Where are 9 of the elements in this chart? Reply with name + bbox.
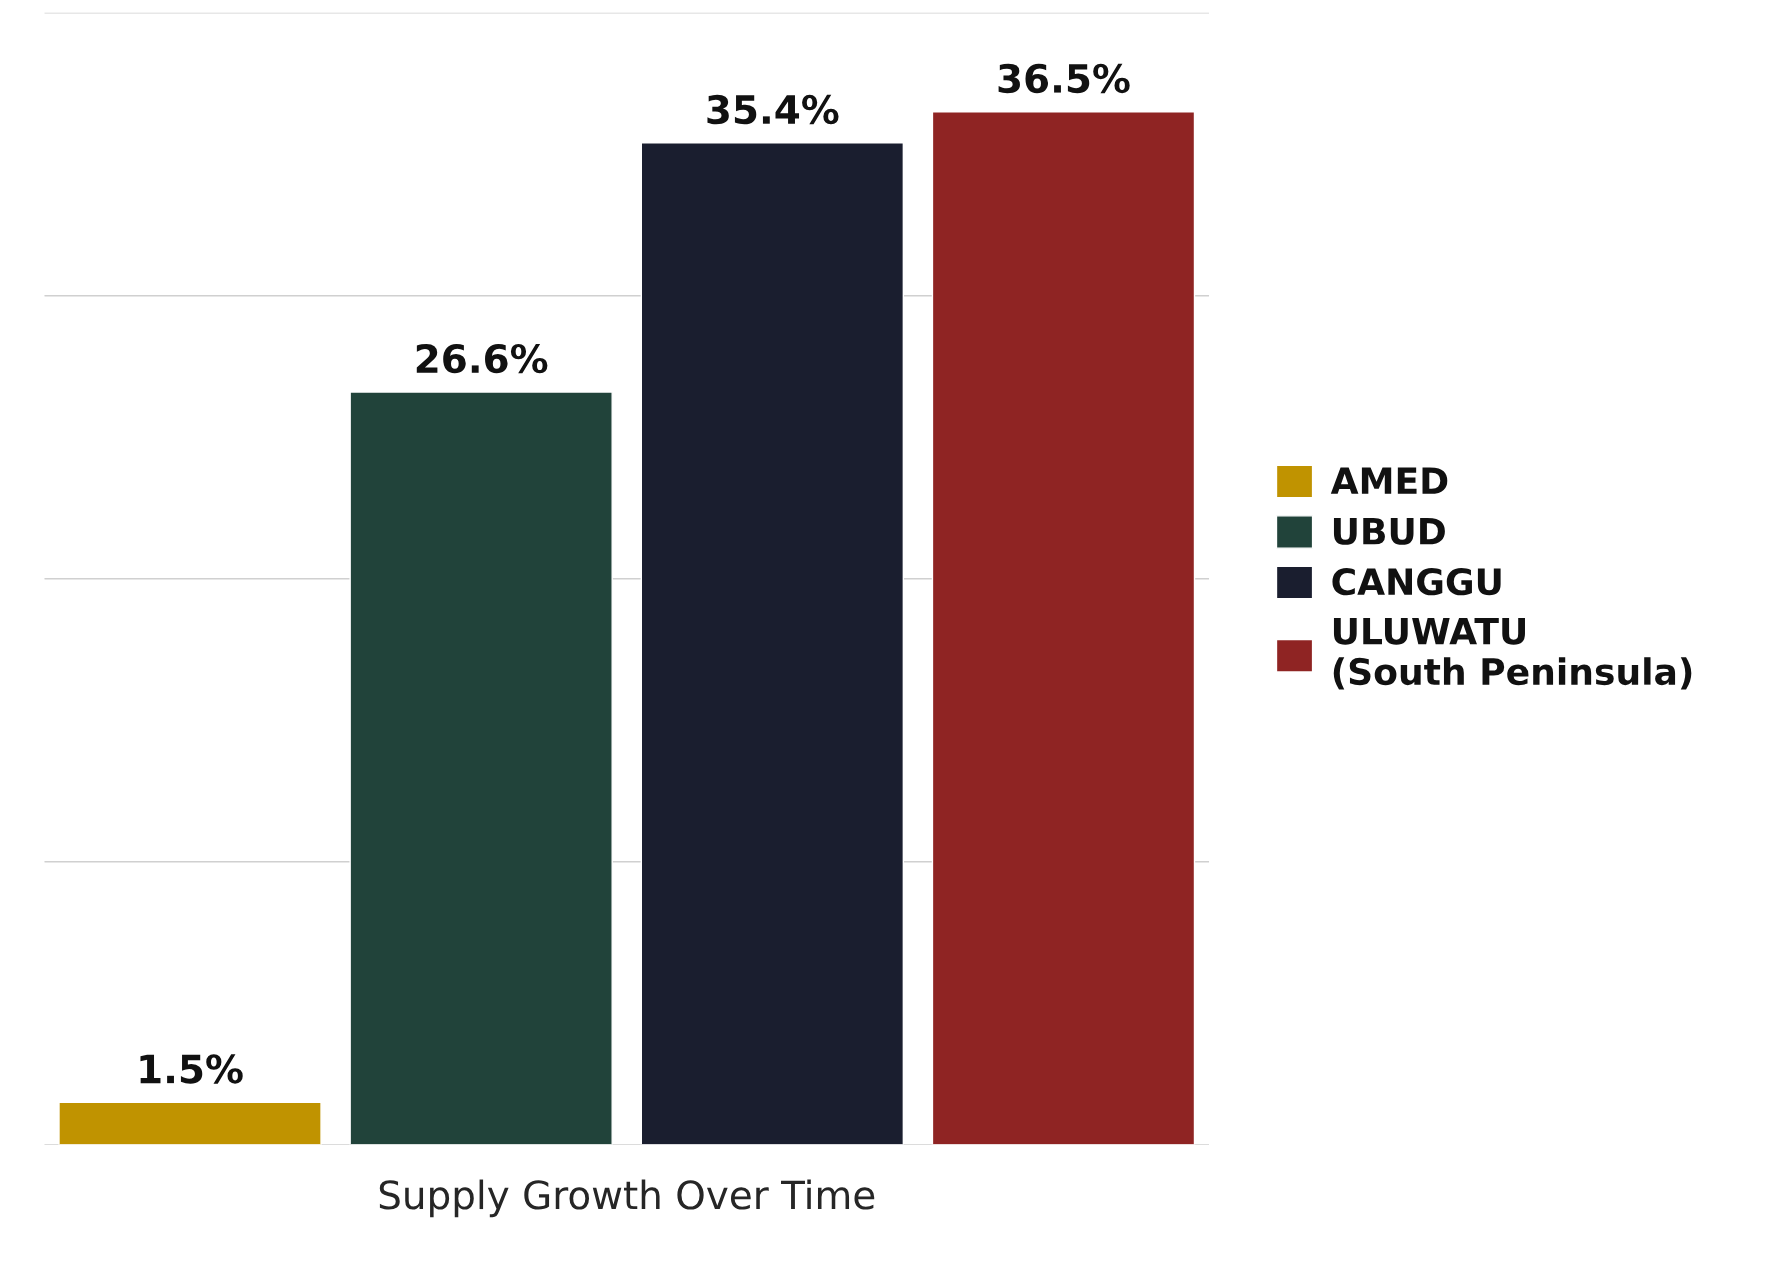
- legend-label: ULUWATU (South Peninsula): [1333, 617, 1692, 690]
- legend-label: AMED: [1330, 467, 1448, 494]
- legend-label: CANGGU: [1332, 568, 1501, 596]
- data-label: 35.4%: [707, 94, 839, 125]
- data-label: 26.6%: [416, 343, 548, 374]
- data-label: 36.5%: [998, 63, 1130, 94]
- data-label: 1.5%: [140, 1054, 243, 1084]
- x-axis-title: Supply Growth Over Time: [379, 1179, 875, 1218]
- legend-label: UBUD: [1333, 518, 1445, 545]
